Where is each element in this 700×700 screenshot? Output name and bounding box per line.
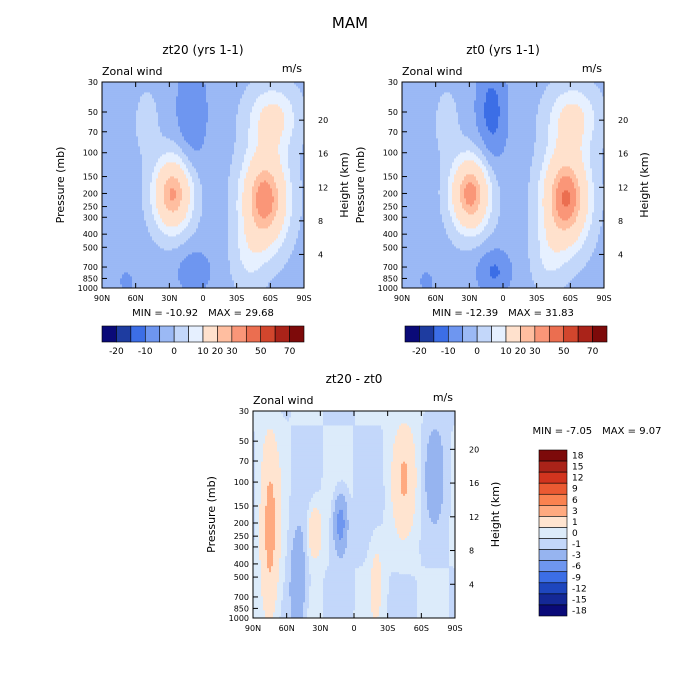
field-zt20: [102, 82, 304, 288]
figure-title: MAM: [332, 14, 368, 32]
figure: MAM zt20 (yrs 1-1)Zonal wind m/s305070100…: [0, 0, 700, 700]
panel-zt20: zt20 (yrs 1-1)Zonal wind m/s3050701001502…: [54, 43, 351, 357]
